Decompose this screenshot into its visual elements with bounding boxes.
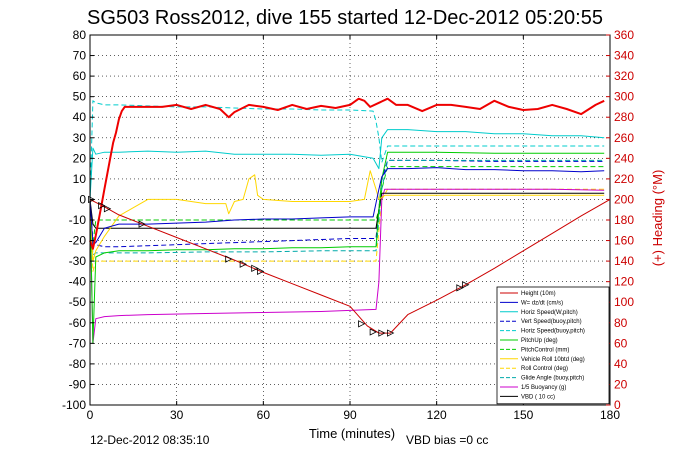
y-left-tick-label: 50 (73, 90, 87, 104)
y-right-tick-label: 220 (614, 172, 634, 186)
series-line-w-dz-dt-cm-s (89, 167, 605, 246)
y-left-tick-label: 10 (73, 172, 87, 186)
y-right-tick-label: 0 (614, 398, 621, 412)
y-left-tick-label: -40 (69, 275, 87, 289)
event-marker (378, 329, 386, 337)
y-left-tick-label: 70 (73, 49, 87, 63)
x-tick-label: 120 (427, 408, 447, 422)
legend-label: Vehicle Roll 10btd (deg) (521, 357, 585, 363)
x-tick-label: 0 (87, 408, 94, 422)
y-left-tick-label: -10 (69, 213, 87, 227)
y-left-tick-label: 20 (73, 151, 87, 165)
y-right-tick-label: 60 (614, 336, 628, 350)
event-marker (251, 264, 259, 272)
x-axis-label: Time (minutes) (309, 426, 395, 441)
series-line-glide-angle-buoy-pitch (89, 159, 605, 256)
x-tick-label: 150 (513, 408, 533, 422)
y-right-tick-label: 300 (614, 90, 634, 104)
y-right-tick-label: 260 (614, 131, 634, 145)
series-line-horiz-speed-w-pitch (89, 129, 605, 200)
legend-label: Horiz Speed(W,pitch) (521, 310, 578, 316)
series-line-vehicle-roll-10btd-deg (89, 170, 605, 262)
legend: Height (10m) W= dz/dt (cm/s) Horiz Speed(W… (496, 286, 610, 405)
y-right-tick-label: 20 (614, 377, 628, 391)
y-right-tick-label: 180 (614, 213, 634, 227)
y-right-tick-label: 360 (614, 28, 634, 42)
legend-label: Vert Speed(buoy,pitch) (521, 319, 582, 325)
event-marker (98, 201, 106, 210)
event-marker (257, 267, 265, 276)
event-marker (387, 329, 395, 337)
legend-label: 1/5 Buoyancy (g) (521, 385, 566, 391)
event-marker (462, 281, 470, 289)
y-left-tick-label: 0 (79, 192, 86, 206)
marker-layer (88, 195, 470, 337)
y-right-tick-label: 160 (614, 234, 634, 248)
event-marker (225, 255, 233, 263)
legend-label: PitchUp (deg) (521, 338, 558, 344)
y-left-tick-label: 80 (73, 28, 87, 42)
y-right-tick-label: 80 (614, 316, 628, 330)
start-time-label: 12-Dec-2012 08:35:10 (90, 433, 210, 447)
event-marker (138, 220, 146, 228)
legend-label: Roll Control (deg) (521, 366, 568, 372)
y-right-tick-label: 120 (614, 275, 634, 289)
series-line-pitchup-deg (89, 151, 605, 344)
y-left-tick-label: -90 (69, 377, 87, 391)
y-left-tick-label: -70 (69, 336, 87, 350)
x-tick-label: 60 (257, 408, 271, 422)
y-right-tick-label: 340 (614, 49, 634, 63)
y-right-tick-label: 200 (614, 192, 634, 206)
legend-label: PitchControl (mm) (521, 347, 569, 353)
x-tick-label: 30 (170, 408, 184, 422)
y-right-tick-label: 40 (614, 357, 628, 371)
y-left-tick-label: -100 (62, 398, 86, 412)
y-right-tick-label: 240 (614, 151, 634, 165)
legend-box (496, 286, 610, 405)
y-left-tick-label: -80 (69, 357, 87, 371)
right-axis-label: (+) Heading (°M) (650, 170, 665, 267)
series-layer (89, 97, 611, 344)
ticks: 0 30 60 90 120 150 180-100-90-80-70-60-50-40-3… (62, 28, 634, 422)
event-marker (369, 328, 378, 336)
chart-title: SG503 Ross2012, dive 155 started 12-Dec-… (87, 7, 603, 29)
series-line-vert-speed-buoy-pitch (89, 159, 605, 248)
series-line-pitchcontrol-mm (89, 166, 605, 246)
legend-label: Glide Angle (buoy,pitch) (521, 376, 584, 382)
y-left-tick-label: -20 (69, 234, 87, 248)
y-left-tick-label: 60 (73, 69, 87, 83)
y-right-tick-label: 140 (614, 254, 634, 268)
y-left-tick-label: 30 (73, 131, 87, 145)
event-marker (239, 260, 248, 268)
legend-label: Height (10m) (521, 291, 556, 297)
x-tick-label: 90 (343, 408, 357, 422)
y-left-tick-label: -50 (69, 295, 87, 309)
y-left-tick-label: -30 (69, 254, 87, 268)
series-line-heading (89, 97, 605, 250)
vbd-bias-label: VBD bias =0 cc (406, 433, 488, 447)
event-marker (358, 320, 366, 328)
event-marker (103, 205, 112, 213)
legend-label: W= dz/dt (cm/s) (521, 300, 563, 306)
x-tick-label: 180 (600, 408, 620, 422)
series-line-height-10m (89, 198, 611, 334)
legend-label: Horiz Speed(buoy,pitch) (521, 329, 585, 335)
legend-label: VBD ( 10 cc) (521, 394, 555, 400)
event-marker (456, 284, 464, 292)
y-left-tick-label: 40 (73, 110, 87, 124)
y-right-tick-label: 320 (614, 69, 634, 83)
series-line-1-5-buoyancy-g (89, 188, 605, 344)
series-line-vbd-10-cc (89, 192, 605, 229)
y-right-tick-label: 100 (614, 295, 634, 309)
event-marker (88, 195, 96, 204)
y-left-tick-label: -60 (69, 316, 87, 330)
y-right-tick-label: 280 (614, 110, 634, 124)
